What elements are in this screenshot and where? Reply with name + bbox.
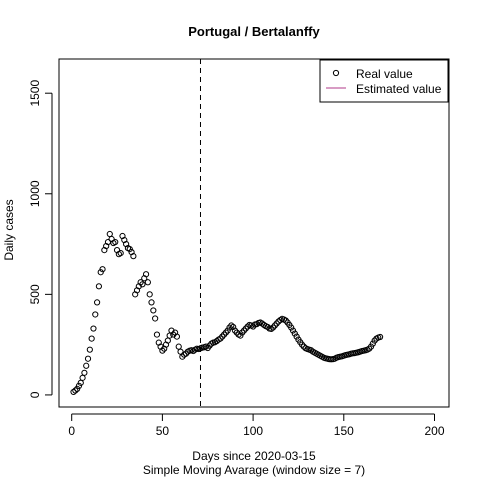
data-point xyxy=(150,307,157,314)
data-point xyxy=(72,387,79,394)
data-point xyxy=(88,335,95,342)
legend: Real value Estimated value xyxy=(319,59,449,103)
x-axis: 0 50 100 150 200 xyxy=(68,413,445,438)
data-point xyxy=(148,299,155,306)
x-tick-label: 150 xyxy=(334,424,354,438)
data-point xyxy=(74,385,81,392)
data-point xyxy=(367,343,375,350)
y-tick-label: 500 xyxy=(28,284,42,304)
data-point xyxy=(288,324,295,331)
data-point xyxy=(70,388,77,396)
data-point xyxy=(112,238,119,246)
data-point xyxy=(117,250,124,257)
legend-box xyxy=(319,59,449,103)
data-point xyxy=(289,327,297,334)
data-point xyxy=(81,369,88,376)
plot-border xyxy=(58,58,450,408)
y-axis: 0 500 1000 1500 xyxy=(28,80,53,398)
x-axis-label: Days since 2020-03-15 xyxy=(192,449,316,463)
x-tick-label: 50 xyxy=(156,424,170,438)
x-tick-label: 200 xyxy=(424,424,444,438)
y-axis-label: Daily cases xyxy=(2,199,16,260)
data-point xyxy=(83,362,90,369)
legend-real-value-label: Real value xyxy=(356,67,413,81)
data-point xyxy=(99,266,106,273)
data-point xyxy=(126,245,133,253)
x-tick-label: 100 xyxy=(243,424,263,438)
data-point xyxy=(293,333,300,340)
data-point xyxy=(202,343,210,350)
legend-real-value-marker xyxy=(332,69,340,77)
y-tick-label: 0 xyxy=(28,391,42,398)
data-point xyxy=(130,253,137,260)
data-point xyxy=(228,322,235,329)
plot-frame xyxy=(58,58,450,408)
data-point xyxy=(237,332,244,339)
data-point xyxy=(84,355,92,362)
chart-title: Portugal / Bertalanffy xyxy=(188,24,320,39)
data-point xyxy=(173,333,181,340)
x-tick-label: 0 xyxy=(68,424,75,438)
data-point xyxy=(230,323,237,331)
data-point xyxy=(93,299,101,306)
data-point xyxy=(146,291,153,298)
data-points xyxy=(70,230,384,396)
data-point xyxy=(90,325,97,332)
data-point xyxy=(86,346,93,353)
data-point xyxy=(369,340,376,347)
data-point xyxy=(152,315,159,322)
x-axis-sublabel: Simple Moving Avarage (window size = 7) xyxy=(143,463,365,477)
data-point xyxy=(97,269,104,276)
data-point xyxy=(95,283,103,290)
data-point xyxy=(139,281,146,288)
y-tick-label: 1500 xyxy=(28,80,42,107)
legend-estimated-value-label: Estimated value xyxy=(356,82,442,96)
data-point xyxy=(75,382,83,389)
data-point xyxy=(376,333,384,341)
data-point xyxy=(144,279,151,286)
data-point xyxy=(224,327,231,334)
data-point xyxy=(153,331,161,338)
data-point xyxy=(291,330,298,337)
data-point xyxy=(142,271,150,278)
data-point xyxy=(268,325,275,333)
data-point xyxy=(92,311,99,318)
y-tick-label: 1000 xyxy=(28,180,42,207)
